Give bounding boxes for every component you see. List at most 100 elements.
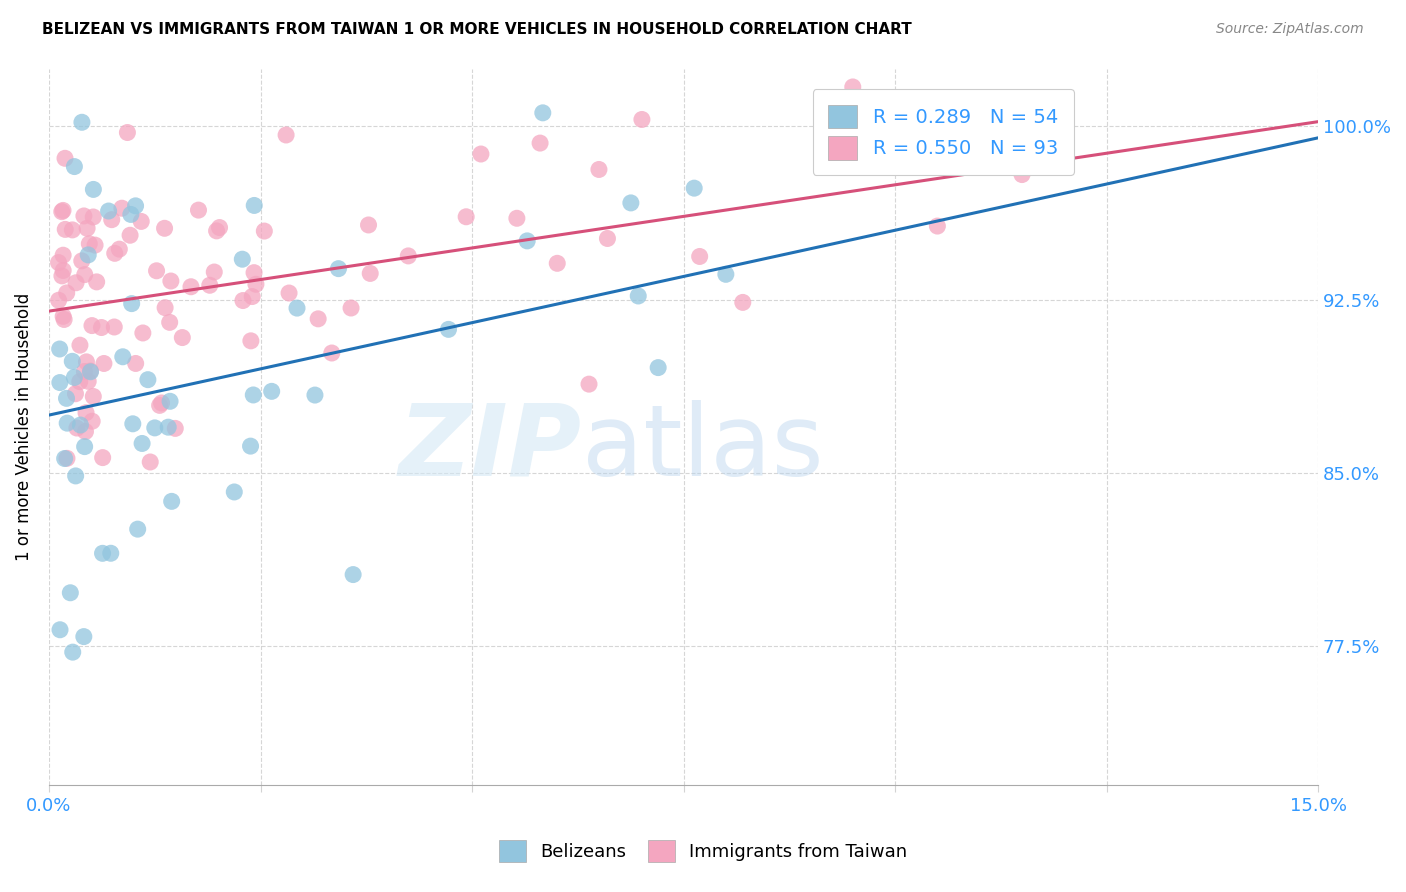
Point [1011,168,1033,182]
Point [342,567,364,582]
Point [239,334,262,348]
Point [620,195,643,210]
Point [396,249,419,263]
Point [927,219,949,233]
Point [150,396,173,410]
Point [187,203,209,218]
Point [53,312,76,326]
Point [52,248,75,262]
Point [153,221,176,235]
Point [159,315,181,329]
Point [55,392,77,406]
Point [437,322,460,336]
Text: BELIZEAN VS IMMIGRANTS FROM TAIWAN 1 OR MORE VEHICLES IN HOUSEHOLD CORRELATION C: BELIZEAN VS IMMIGRANTS FROM TAIWAN 1 OR … [42,22,912,37]
Point [328,261,350,276]
Point [120,207,142,221]
Point [69,417,91,432]
Point [82,414,104,428]
Point [260,384,283,399]
Point [84,238,107,252]
Point [132,326,155,340]
Point [198,278,221,293]
Point [131,436,153,450]
Point [75,355,97,369]
Point [121,417,143,431]
Point [470,147,492,161]
Legend: Belizeans, Immigrants from Taiwan: Belizeans, Immigrants from Taiwan [491,833,915,870]
Point [79,364,101,378]
Point [205,224,228,238]
Point [208,220,231,235]
Point [70,115,93,129]
Point [357,218,380,232]
Point [340,301,363,315]
Point [124,356,146,370]
Point [79,365,101,379]
Point [73,209,96,223]
Point [202,265,225,279]
Point [69,375,91,389]
Point [245,277,267,292]
Point [153,301,176,315]
Point [90,320,112,334]
Point [77,374,100,388]
Point [456,210,478,224]
Point [631,112,654,127]
Point [647,360,669,375]
Point [224,485,246,500]
Point [52,203,75,218]
Point [127,522,149,536]
Point [124,199,146,213]
Legend: R = 0.289   N = 54, R = 0.550   N = 93: R = 0.289 N = 54, R = 0.550 N = 93 [813,89,1074,176]
Point [120,228,142,243]
Point [52,310,75,324]
Point [75,425,97,439]
Point [139,455,162,469]
Point [73,364,96,378]
Point [66,421,89,435]
Text: Source: ZipAtlas.com: Source: ZipAtlas.com [1216,22,1364,37]
Point [927,103,949,118]
Point [588,162,610,177]
Point [65,469,87,483]
Point [143,421,166,435]
Point [100,212,122,227]
Point [596,231,619,245]
Point [82,210,104,224]
Point [683,181,706,195]
Point [104,246,127,260]
Point [59,586,82,600]
Point [52,263,75,277]
Point [157,420,180,434]
Point [253,224,276,238]
Point [75,406,97,420]
Point [239,439,262,453]
Text: atlas: atlas [582,400,824,497]
Point [231,252,253,267]
Point [55,285,77,300]
Point [165,421,187,435]
Point [62,645,84,659]
Point [546,256,568,270]
Point [93,356,115,370]
Point [506,211,529,226]
Point [97,204,120,219]
Point [149,398,172,412]
Point [51,204,73,219]
Point [65,276,87,290]
Point [73,440,96,454]
Point [60,223,83,237]
Point [100,546,122,560]
Point [531,106,554,120]
Point [108,242,131,256]
Point [285,301,308,315]
Point [274,128,297,142]
Point [714,268,737,282]
Point [63,370,86,384]
Point [48,293,70,308]
Point [69,338,91,352]
Point [278,286,301,301]
Point [129,214,152,228]
Point [56,416,79,430]
Point [91,450,114,465]
